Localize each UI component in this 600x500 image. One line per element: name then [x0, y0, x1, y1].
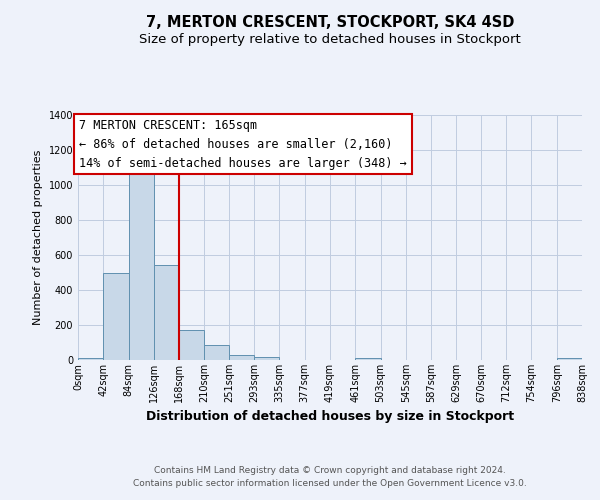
Bar — [254, 356, 280, 360]
X-axis label: Distribution of detached houses by size in Stockport: Distribution of detached houses by size … — [146, 410, 514, 424]
Bar — [154, 264, 179, 360]
Text: Contains HM Land Registry data © Crown copyright and database right 2024.
Contai: Contains HM Land Registry data © Crown c… — [133, 466, 527, 487]
Text: Size of property relative to detached houses in Stockport: Size of property relative to detached ho… — [139, 32, 521, 46]
Bar — [229, 355, 254, 360]
Bar — [205, 345, 229, 360]
Text: 7, MERTON CRESCENT, STOCKPORT, SK4 4SD: 7, MERTON CRESCENT, STOCKPORT, SK4 4SD — [146, 15, 514, 30]
Bar — [128, 159, 154, 360]
Y-axis label: Number of detached properties: Number of detached properties — [33, 150, 43, 325]
Bar — [179, 330, 205, 360]
Bar — [78, 358, 103, 360]
Text: 7 MERTON CRESCENT: 165sqm
← 86% of detached houses are smaller (2,160)
14% of se: 7 MERTON CRESCENT: 165sqm ← 86% of detac… — [79, 118, 407, 170]
Bar — [103, 272, 128, 360]
Bar — [557, 358, 582, 360]
Bar — [355, 358, 380, 360]
